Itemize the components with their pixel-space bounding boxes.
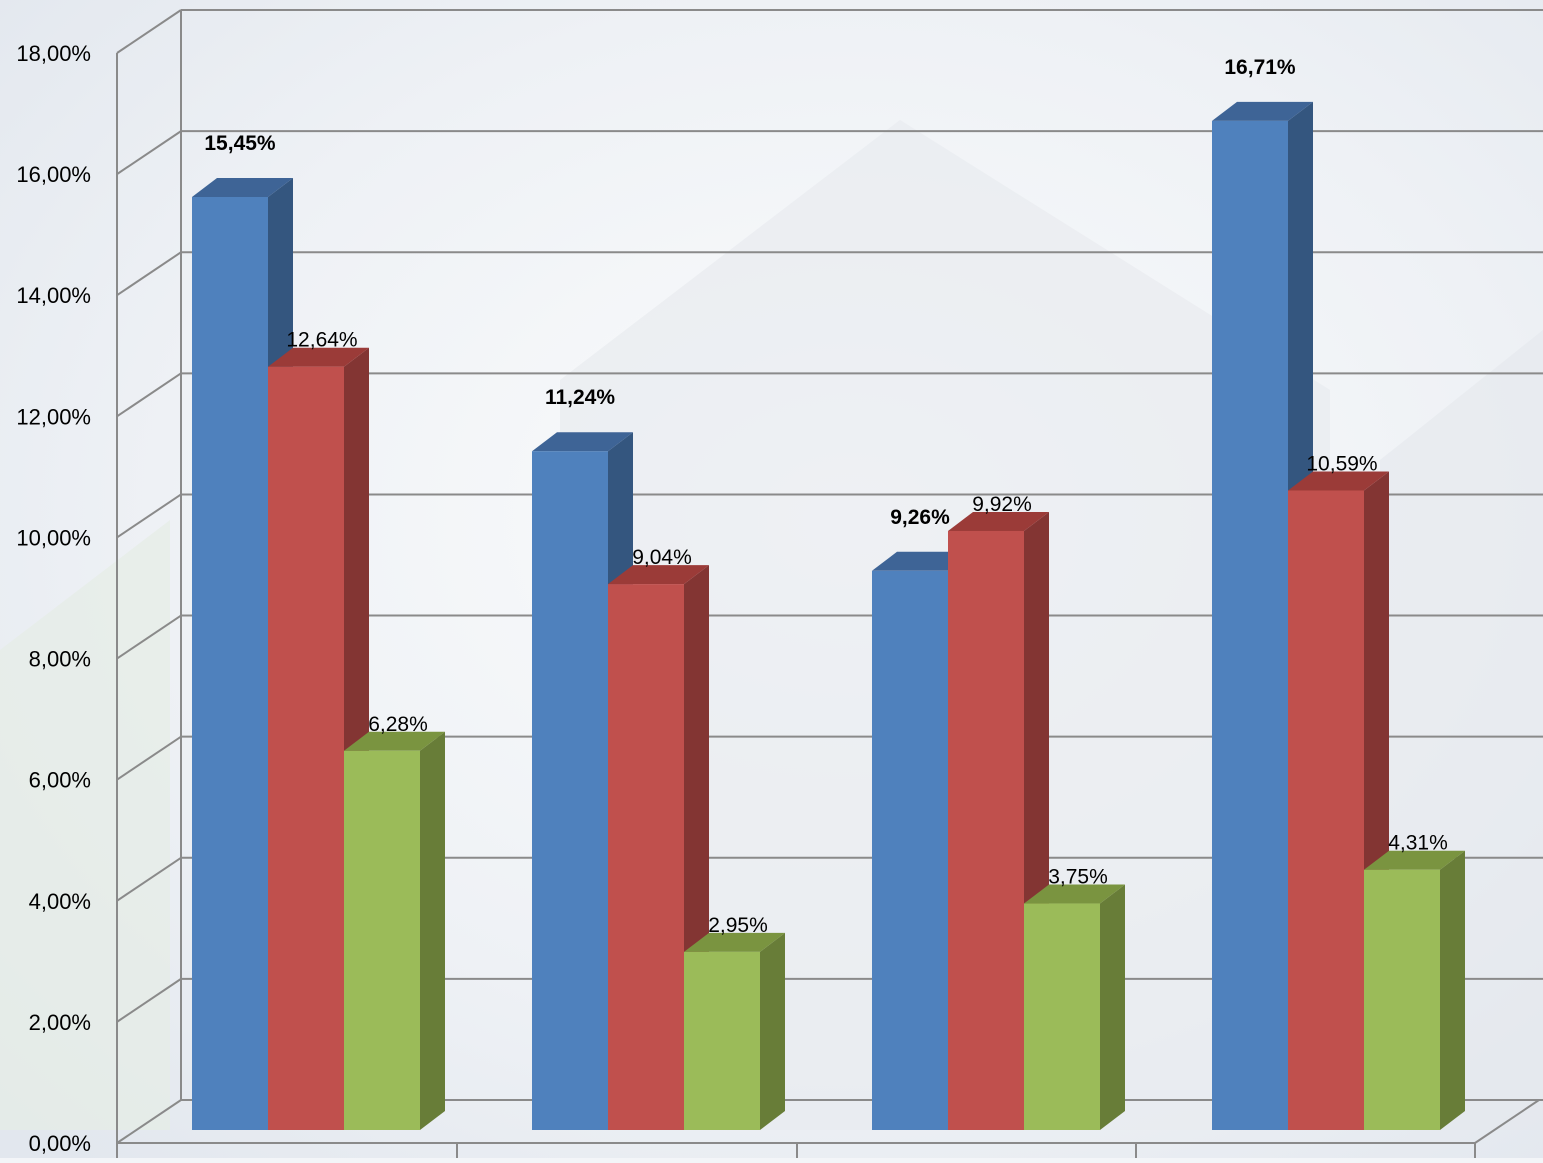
bar [344,731,445,1130]
gridline-diagonal [116,493,182,539]
bar-front [192,197,268,1130]
bar-side [1440,850,1465,1130]
y-tick-label: 14,00% [16,283,91,308]
gridline-diagonal [116,1099,182,1144]
bars [192,101,1465,1131]
y-tick-label: 0,00% [29,1131,91,1156]
data-label: 9,92% [972,493,1032,516]
floor-edge [1474,1099,1540,1144]
bar-top [532,432,633,452]
y-tick-label: 4,00% [29,889,91,914]
bar-top [872,551,973,571]
bar-top [608,565,709,585]
bar-front [608,584,684,1130]
data-label: 2,95% [708,914,768,937]
bar-top [948,511,1049,531]
bar-side [420,731,445,1130]
y-tick-label: 18,00% [16,41,91,66]
bar-top [1024,884,1125,904]
bar-top [1212,101,1313,121]
data-label: 15,45% [204,132,276,155]
axes: 0,00% 2,00% 4,00% 6,00% 8,00% 10,00% 12,00% 14,… [16,41,1540,1158]
data-label: 11,24% [545,386,615,409]
data-label: 4,31% [1388,832,1448,855]
y-tick-label: 10,00% [16,525,91,550]
bar-front [1212,120,1288,1130]
bar [1024,884,1125,1130]
bar-front [532,451,608,1130]
bar-top [1364,850,1465,870]
data-label: 16,71% [1224,56,1296,79]
bar-top [1288,471,1389,491]
bar-front [684,951,760,1130]
data-label: 9,04% [632,546,692,569]
y-tick-label: 16,00% [16,162,91,187]
gridline-diagonal [116,130,182,175]
data-label: 3,75% [1048,866,1108,889]
bar-side [1100,884,1125,1130]
gridline-diagonal [116,735,182,781]
bar-top [684,932,785,952]
bar-front [268,366,344,1130]
y-tick-label: 8,00% [29,647,91,672]
data-labels: 15,45% 12,64% 6,28% 11,24% 9,04% 2,95% 9,26% 9,… [204,56,1447,937]
gridline-diagonal [116,978,182,1023]
y-tick-label: 6,00% [29,768,91,793]
data-label: 12,64% [286,329,357,352]
bar-front [1364,869,1440,1130]
bar-top [268,347,369,367]
gridline-diagonal [116,856,182,902]
gridline-diagonal [116,251,182,297]
bar [1364,850,1465,1130]
bar-top [344,731,445,751]
gridline-diagonal [116,614,182,660]
bar-front [1288,490,1364,1130]
bar-front [872,570,948,1130]
bar-top [192,178,293,197]
bar-side [760,932,785,1130]
bar [684,932,785,1130]
data-label: 6,28% [368,713,428,736]
y-tick-label: 2,00% [29,1010,91,1035]
gridline-diagonal [116,372,182,418]
bar-front [344,750,420,1130]
gridline-diagonal [116,9,182,54]
data-label: 10,59% [1306,452,1377,475]
data-label: 9,26% [890,506,950,529]
y-tick-label: 12,00% [16,404,91,429]
bar-front [948,530,1024,1130]
bar-front [1024,903,1100,1130]
